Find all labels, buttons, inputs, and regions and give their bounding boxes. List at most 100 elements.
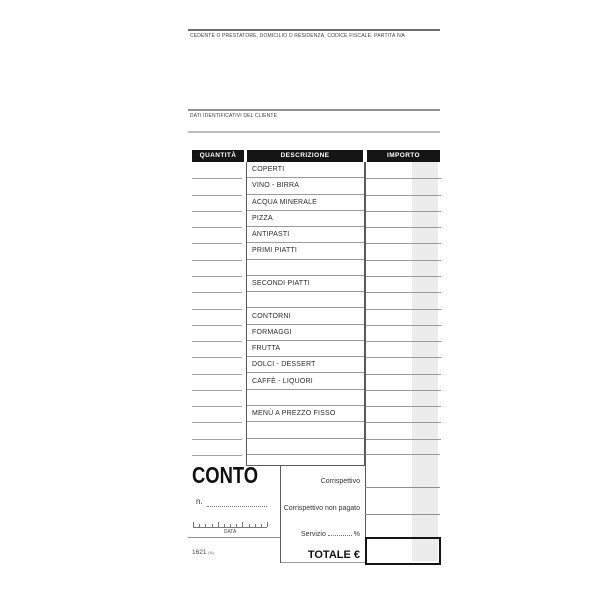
importo-row-line — [366, 357, 441, 359]
importo-row-line — [366, 243, 441, 245]
table-row-descrizione: SECONDI PIATTI — [247, 276, 364, 293]
date-rule — [188, 537, 280, 538]
quantita-row-line — [192, 194, 242, 196]
client-rule-bottom — [188, 131, 440, 133]
non-pagato-label: Corrispettivo non pagato — [283, 505, 360, 512]
column-header-quantita: QUANTITÀ — [192, 150, 244, 162]
totale-label: TOTALE € — [307, 549, 360, 561]
importo-row-line — [366, 308, 441, 310]
ruler-tick — [248, 524, 250, 527]
importo-row-line — [366, 194, 441, 196]
ruler-tick — [254, 524, 256, 527]
table-row-descrizione: PRIMI PIATTI — [247, 243, 364, 260]
receipt-number-label: n. — [196, 497, 203, 506]
quantita-row-line — [192, 438, 242, 440]
quantita-row-line — [192, 227, 242, 229]
importo-row-line — [366, 438, 441, 440]
importo-row-line — [366, 210, 441, 212]
table-row-descrizione — [247, 422, 364, 439]
quantita-row-line — [192, 292, 242, 294]
table-row-descrizione: DOLCI - DESSERT — [247, 357, 364, 374]
importo-row-line — [366, 373, 441, 375]
client-rule-top — [188, 109, 440, 111]
ruler-tick — [199, 524, 201, 527]
table-row-descrizione: FRUTTA — [247, 341, 364, 358]
servizio-label: Servizio — [300, 531, 326, 538]
importo-row-line — [366, 341, 441, 343]
table-row-descrizione — [247, 292, 364, 309]
quantita-row-line — [192, 275, 242, 277]
ruler-tick — [242, 522, 244, 527]
quantita-row-line — [192, 178, 242, 180]
table-row-descrizione: MENÙ A PREZZO FISSO — [247, 406, 364, 423]
ruler-tick — [223, 524, 225, 527]
form-code-suffix: (N) — [208, 550, 214, 555]
descrizione-column: COPERTI VINO - BIRRA ACQUA MINERALE PIZZA AN… — [246, 162, 365, 466]
table-row-descrizione: VINO - BIRRA — [247, 178, 364, 195]
table-row-descrizione: COPERTI — [247, 162, 364, 179]
totale-box — [365, 537, 441, 565]
quantita-row-line — [192, 308, 242, 310]
quantita-row-line — [192, 210, 242, 212]
importo-row-line — [366, 178, 441, 180]
top-rule — [188, 29, 440, 31]
quantita-row-line — [192, 341, 242, 343]
non-pagato-line — [365, 514, 440, 515]
quantita-row-line — [192, 243, 242, 245]
servizio-fill-line — [327, 529, 352, 536]
quantita-row-line — [192, 259, 242, 261]
quantita-row-line — [192, 406, 242, 408]
importo-column — [365, 162, 441, 455]
seller-caption: CEDENTE O PRESTATORE, DOMICILIO O RESIDE… — [190, 33, 405, 39]
table-row-descrizione: ACQUA MINERALE — [247, 195, 364, 211]
totals-bottom-line — [281, 562, 365, 563]
importo-row-line — [366, 389, 441, 391]
quantita-row-line — [192, 455, 242, 456]
table-row-descrizione: CONTORNI — [247, 308, 364, 325]
ruler-tick — [260, 524, 262, 527]
quantita-row-line — [192, 357, 242, 359]
corrispettivo-label: Corrispettivo — [320, 478, 360, 485]
importo-row-line — [366, 259, 441, 261]
ruler-tick — [217, 522, 219, 527]
table-row-descrizione — [247, 260, 364, 276]
servizio-row: Servizio % — [280, 529, 360, 538]
table-row-descrizione — [247, 439, 364, 455]
column-header-importo: IMPORTO — [367, 150, 440, 162]
date-label: DATA — [223, 529, 237, 535]
form-code: 1621 (N) — [192, 549, 214, 556]
ruler-tick — [267, 522, 268, 527]
quantita-row-line — [192, 389, 242, 391]
table-row-descrizione: CAFFÈ - LIQUORI — [247, 373, 364, 390]
conto-title: CONTO — [192, 462, 259, 488]
quantita-row-line — [192, 324, 242, 326]
table-row-descrizione — [247, 390, 364, 406]
ruler-tick — [211, 524, 213, 527]
quantita-row-line — [192, 422, 242, 424]
ruler-tick — [205, 524, 207, 527]
quantita-column — [192, 162, 244, 456]
ruler-tick — [236, 524, 238, 527]
table-row-descrizione: FORMAGGI — [247, 325, 364, 341]
carbon-strip — [412, 162, 438, 561]
client-caption: DATI IDENTIFICATIVI DEL CLIENTE — [190, 113, 278, 119]
importo-row-line — [366, 324, 441, 326]
importo-divider-extension — [365, 455, 366, 538]
importo-row-line — [366, 227, 441, 229]
importo-row-line — [366, 275, 441, 277]
date-ruler-baseline — [193, 527, 267, 528]
percent-label: % — [353, 531, 360, 538]
receipt-number-line — [207, 506, 267, 507]
ruler-tick — [230, 524, 231, 527]
table-row-descrizione: ANTIPASTI — [247, 227, 364, 244]
importo-row-line — [366, 422, 441, 424]
table-row-descrizione: PIZZA — [247, 211, 364, 228]
importo-row-line — [366, 406, 441, 408]
importo-row-line — [366, 292, 441, 294]
corrispettivo-line — [365, 487, 440, 488]
ruler-tick — [193, 522, 194, 527]
totals-divider — [280, 466, 281, 563]
column-header-descrizione: DESCRIZIONE — [247, 150, 363, 162]
quantita-row-line — [192, 373, 242, 375]
